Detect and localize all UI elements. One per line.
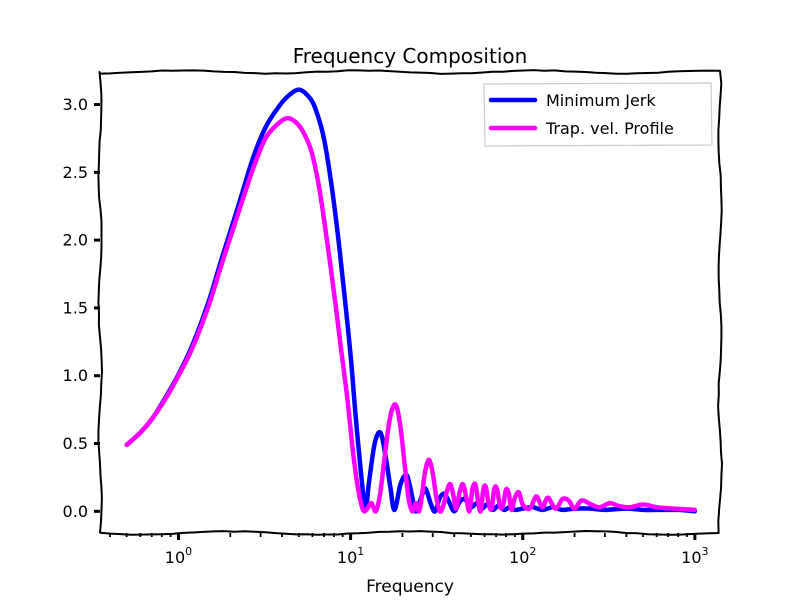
y-axis: 0.0 0.5 1.0 1.5 2.0 2.5 3.0 [63,95,100,521]
legend-label-trap-vel-profile: Trap. vel. Profile [545,119,674,138]
x-tick-label-base: 10 [509,548,529,567]
x-tick-label-exponent: 2 [529,545,536,558]
x-axis-label: Frequency [366,577,454,597]
x-tick-label: 100 [165,545,192,567]
chart-title: Frequency Composition [293,44,528,68]
y-tick-label: 2.0 [63,231,88,250]
y-tick-label: 1.0 [63,366,88,385]
y-tick-label: 1.5 [63,298,88,317]
legend-box [483,82,713,147]
x-tick-label: 103 [681,545,708,567]
x-tick-label-exponent: 3 [702,545,709,558]
x-tick-label-exponent: 0 [185,545,192,558]
x-tick-label-base: 10 [681,548,701,567]
x-tick-label-base: 10 [337,548,357,567]
y-tick-label: 3.0 [63,95,88,114]
y-tick-label: 2.5 [63,163,88,182]
legend-label-minimum-jerk: Minimum Jerk [546,91,656,110]
x-tick-label-exponent: 1 [357,545,364,558]
x-tick-label: 101 [337,545,364,567]
x-tick-label: 102 [509,545,536,567]
axes-frame [97,69,723,536]
y-tick-label: 0.0 [63,502,88,521]
x-tick-label-base: 10 [165,548,185,567]
y-tick-label: 0.5 [63,434,88,453]
x-axis: 100 101 102 103 [109,533,709,567]
series-line-trap-vel-profile [124,115,698,514]
legend: Minimum Jerk Trap. vel. Profile [483,82,713,147]
series-layer [124,87,698,514]
